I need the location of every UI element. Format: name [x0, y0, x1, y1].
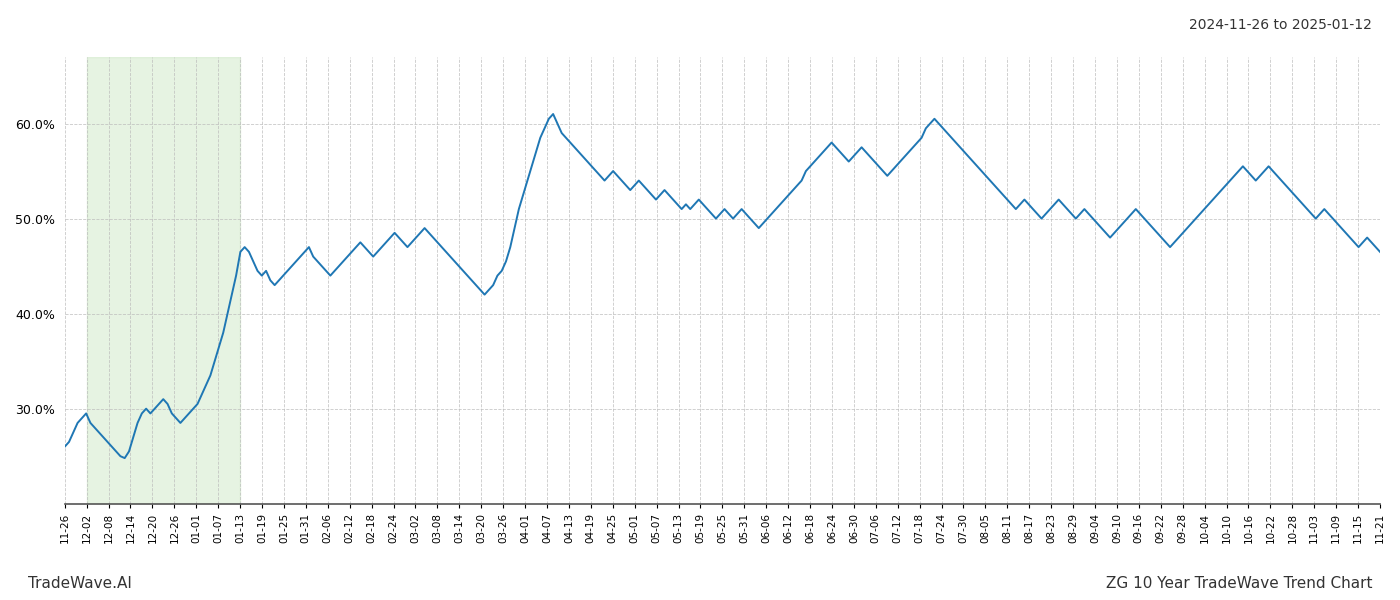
Text: ZG 10 Year TradeWave Trend Chart: ZG 10 Year TradeWave Trend Chart — [1106, 576, 1372, 591]
Bar — [87, 57, 239, 504]
Text: 2024-11-26 to 2025-01-12: 2024-11-26 to 2025-01-12 — [1189, 18, 1372, 32]
Text: TradeWave.AI: TradeWave.AI — [28, 576, 132, 591]
